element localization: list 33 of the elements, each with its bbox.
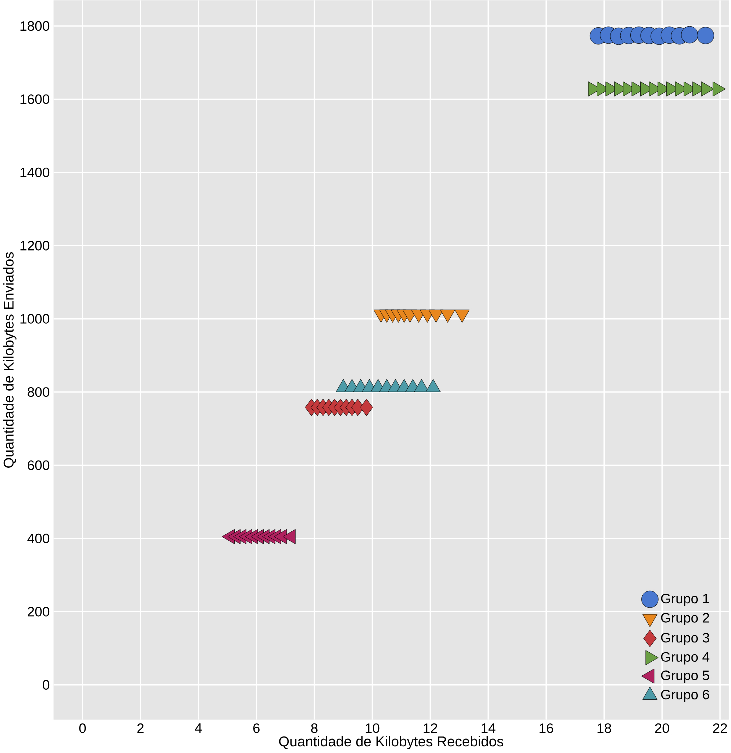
x-tick-label: 14 bbox=[482, 724, 496, 733]
y-tick-label: 600 bbox=[28, 460, 50, 470]
x-tick-label: 16 bbox=[540, 724, 554, 734]
y-axis-title: Quantidade de Kilobytes Enviados bbox=[3, 252, 17, 468]
point bbox=[360, 399, 374, 416]
x-tick-label: 6 bbox=[253, 724, 260, 734]
x-tick-label: 20 bbox=[655, 724, 670, 734]
legend-label: Grupo 4 bbox=[661, 652, 710, 665]
x-tick-label: 12 bbox=[424, 724, 438, 734]
x-tick-label: 4 bbox=[195, 724, 202, 733]
x-tick-label: 0 bbox=[79, 724, 86, 734]
y-tick-label: 1000 bbox=[20, 314, 50, 324]
legend-label: Grupo 2 bbox=[661, 613, 710, 626]
x-tick-label: 18 bbox=[598, 724, 612, 734]
x-axis-title: Quantidade de Kilobytes Recebidos bbox=[279, 736, 504, 750]
point bbox=[701, 82, 714, 97]
y-tick-label: 1600 bbox=[20, 94, 50, 104]
x-tick-label: 8 bbox=[311, 724, 318, 734]
legend-label: Grupo 6 bbox=[661, 690, 710, 702]
y-tick-label: 400 bbox=[27, 534, 50, 544]
y-tick-label: 800 bbox=[28, 387, 50, 398]
legend-label: Grupo 5 bbox=[661, 670, 710, 684]
y-tick-label: 200 bbox=[28, 607, 50, 617]
y-tick-label: 1200 bbox=[20, 241, 50, 251]
y-tick-label: 1400 bbox=[20, 168, 50, 178]
legend-label: Grupo 1 bbox=[661, 594, 710, 606]
y-tick-label: 1800 bbox=[20, 21, 50, 32]
x-tick-label: 10 bbox=[366, 724, 380, 734]
x-tick-label: 22 bbox=[713, 724, 727, 734]
point bbox=[282, 529, 296, 544]
legend-label: Grupo 3 bbox=[661, 633, 710, 646]
y-tick-label: 0 bbox=[42, 680, 50, 690]
x-tick-label: 2 bbox=[137, 724, 144, 734]
